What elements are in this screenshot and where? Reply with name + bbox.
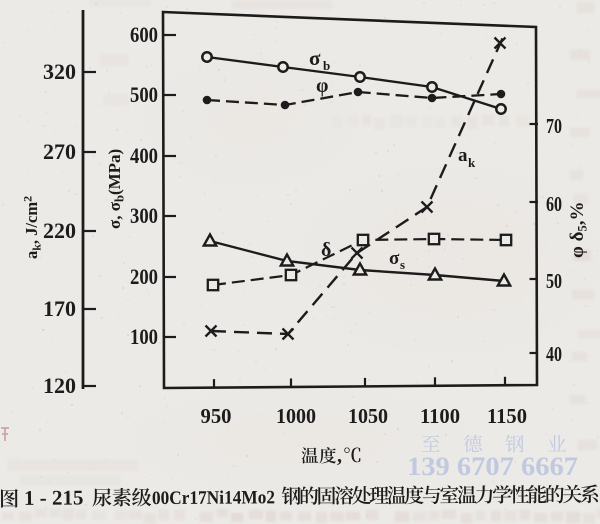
svg-text:σ, σb(MPa): σ, σb(MPa) xyxy=(105,149,127,229)
svg-text:200: 200 xyxy=(130,264,158,289)
svg-text:φ: φ xyxy=(316,75,328,97)
svg-text:1100: 1100 xyxy=(420,404,460,428)
svg-text:σ: σ xyxy=(389,248,400,269)
svg-text:a: a xyxy=(458,145,468,166)
svg-text:70: 70 xyxy=(546,114,562,138)
svg-text:139 6707 6667: 139 6707 6667 xyxy=(407,452,578,481)
svg-text:500: 500 xyxy=(130,82,158,107)
svg-text:k: k xyxy=(468,155,476,170)
svg-text:600: 600 xyxy=(130,22,158,47)
svg-text:40: 40 xyxy=(546,342,562,366)
svg-text:100: 100 xyxy=(130,324,158,349)
svg-text:270: 270 xyxy=(43,139,76,164)
svg-text:φ δ5,%: φ δ5,% xyxy=(567,202,590,258)
svg-text:300: 300 xyxy=(130,203,158,228)
svg-text:s: s xyxy=(400,257,405,272)
svg-text:220: 220 xyxy=(43,218,76,243)
svg-text:170: 170 xyxy=(43,296,76,321)
svg-text:120: 120 xyxy=(43,373,76,398)
svg-text:ak, J/cm2: ak, J/cm2 xyxy=(21,196,44,259)
svg-text:50: 50 xyxy=(546,269,562,293)
svg-text:1050: 1050 xyxy=(348,404,388,428)
svg-text:1000: 1000 xyxy=(276,404,316,428)
svg-text:60: 60 xyxy=(546,192,562,216)
svg-text:δ: δ xyxy=(321,239,331,261)
svg-text:1150: 1150 xyxy=(487,404,527,428)
svg-text:b: b xyxy=(323,58,330,73)
svg-text:σ: σ xyxy=(309,46,321,70)
svg-text:1 - 215: 1 - 215 xyxy=(24,485,84,509)
svg-text:00Cr17Ni14Mo2: 00Cr17Ni14Mo2 xyxy=(152,487,275,509)
svg-text:320: 320 xyxy=(43,59,76,84)
svg-text:,: , xyxy=(337,445,342,467)
svg-text:950: 950 xyxy=(201,404,232,428)
svg-text:400: 400 xyxy=(130,143,158,168)
